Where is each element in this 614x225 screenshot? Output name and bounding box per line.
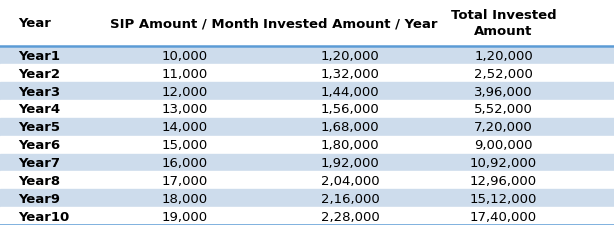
- Text: 1,20,000: 1,20,000: [474, 50, 533, 63]
- Bar: [0, 47, 614, 65]
- Text: Year7: Year7: [18, 156, 60, 169]
- Text: Year: Year: [18, 17, 52, 30]
- Text: 10,92,000: 10,92,000: [470, 156, 537, 169]
- Bar: [0, 101, 614, 118]
- Text: 2,28,000: 2,28,000: [321, 210, 379, 223]
- Text: 17,000: 17,000: [161, 174, 208, 187]
- Text: SIP Amount / Month: SIP Amount / Month: [110, 17, 258, 30]
- Text: Invested Amount / Year: Invested Amount / Year: [263, 17, 437, 30]
- Bar: [0, 172, 614, 189]
- Text: 14,000: 14,000: [161, 121, 208, 134]
- Text: 17,40,000: 17,40,000: [470, 210, 537, 223]
- Text: 1,92,000: 1,92,000: [321, 156, 379, 169]
- Text: Year1: Year1: [18, 50, 60, 63]
- Text: 19,000: 19,000: [161, 210, 208, 223]
- Text: 2,52,000: 2,52,000: [474, 68, 533, 80]
- Text: 1,32,000: 1,32,000: [321, 68, 379, 80]
- Bar: [0, 189, 614, 207]
- Text: 7,20,000: 7,20,000: [474, 121, 533, 134]
- Text: Year5: Year5: [18, 121, 60, 134]
- Text: Year3: Year3: [18, 85, 61, 98]
- Text: 16,000: 16,000: [161, 156, 208, 169]
- Text: 2,16,000: 2,16,000: [321, 192, 379, 205]
- Bar: [0, 118, 614, 136]
- Text: 1,20,000: 1,20,000: [321, 50, 379, 63]
- Text: 1,44,000: 1,44,000: [321, 85, 379, 98]
- Text: 2,04,000: 2,04,000: [321, 174, 379, 187]
- Text: 1,68,000: 1,68,000: [321, 121, 379, 134]
- Bar: [0, 83, 614, 101]
- Bar: [0, 207, 614, 225]
- Bar: [0, 154, 614, 172]
- Bar: [0, 0, 614, 47]
- Text: Total Invested
Amount: Total Invested Amount: [451, 9, 556, 38]
- Text: 5,52,000: 5,52,000: [474, 103, 533, 116]
- Text: 11,000: 11,000: [161, 68, 208, 80]
- Text: 12,96,000: 12,96,000: [470, 174, 537, 187]
- Text: Year10: Year10: [18, 210, 69, 223]
- Text: Year2: Year2: [18, 68, 60, 80]
- Text: 13,000: 13,000: [161, 103, 208, 116]
- Text: 1,56,000: 1,56,000: [321, 103, 379, 116]
- Text: Year6: Year6: [18, 139, 61, 151]
- Text: 15,000: 15,000: [161, 139, 208, 151]
- Text: 3,96,000: 3,96,000: [474, 85, 533, 98]
- Bar: [0, 65, 614, 83]
- Text: 9,00,000: 9,00,000: [474, 139, 533, 151]
- Text: 15,12,000: 15,12,000: [470, 192, 537, 205]
- Text: 12,000: 12,000: [161, 85, 208, 98]
- Text: 18,000: 18,000: [161, 192, 208, 205]
- Text: 10,000: 10,000: [161, 50, 208, 63]
- Bar: [0, 136, 614, 154]
- Text: Year9: Year9: [18, 192, 60, 205]
- Text: Year4: Year4: [18, 103, 61, 116]
- Text: Year8: Year8: [18, 174, 61, 187]
- Text: 1,80,000: 1,80,000: [321, 139, 379, 151]
